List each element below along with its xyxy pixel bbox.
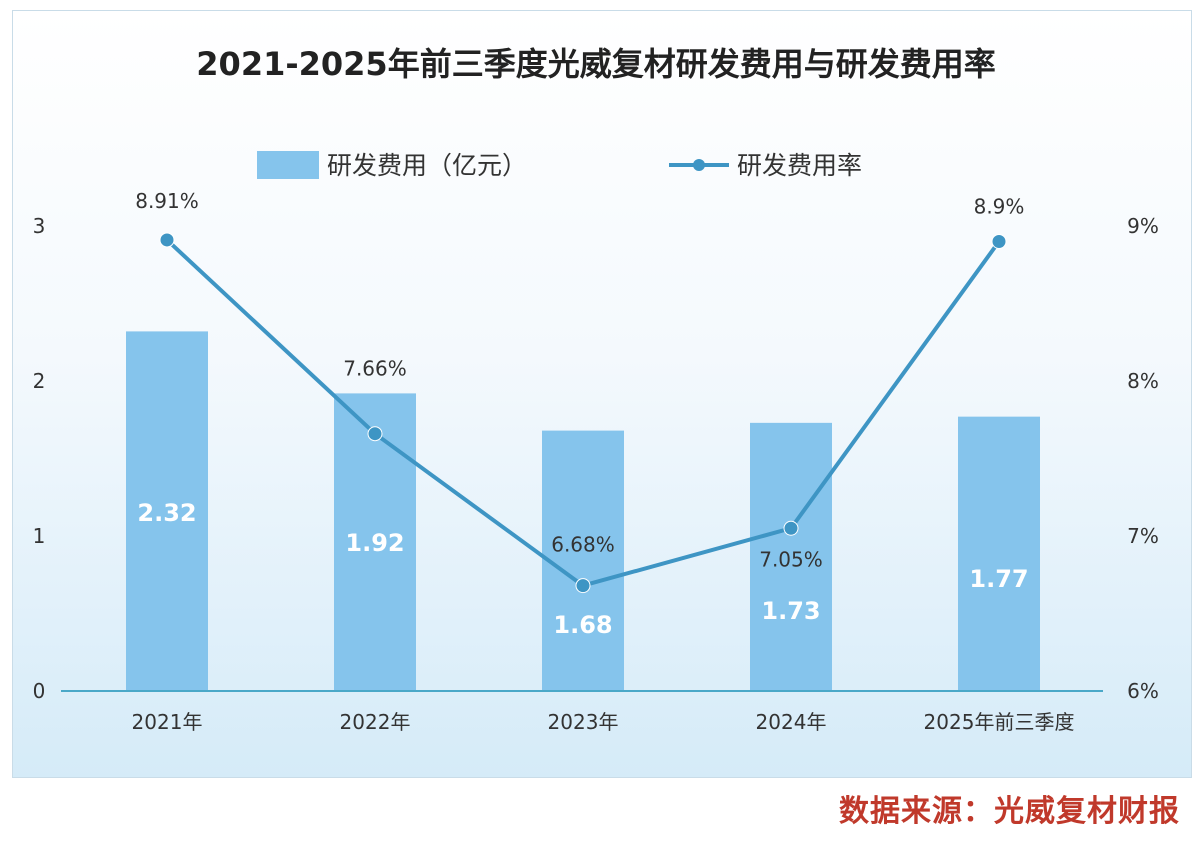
rate-line-series: 8.91% 7.66% 6.68% 7.05% 8.9% [135,189,1025,594]
rate-data-label: 6.68% [551,533,615,557]
chart-title: 2021-2025年前三季度光威复材研发费用与研发费用率 [196,45,995,83]
bar-data-label: 1.92 [345,529,404,557]
rate-point [783,520,799,536]
legend-bar-swatch [257,151,319,179]
right-axis-tick: 9% [1127,214,1159,238]
legend: 研发费用（亿元） 研发费用率 [257,151,862,180]
bar [126,331,208,691]
right-axis: 6% 7% 8% 9% [1127,214,1159,703]
legend-line-label: 研发费用率 [737,151,862,180]
source-note: 数据来源：光威复材财报 [839,794,1180,829]
left-axis-tick: 2 [33,369,46,393]
rate-point [367,426,383,442]
bar [542,430,624,691]
chart: 2021-2025年前三季度光威复材研发费用与研发费用率 研发费用（亿元） 研发… [33,45,1159,734]
rate-point [159,232,175,248]
rate-data-label: 8.91% [135,189,199,213]
rate-data-label: 7.66% [343,357,407,381]
left-axis: 0 1 2 3 [33,214,46,703]
rate-data-label: 7.05% [759,547,823,571]
right-axis-tick: 7% [1127,524,1159,548]
legend-line-marker [693,159,705,171]
bar-data-label: 1.68 [553,611,612,639]
bar-data-label: 2.32 [137,499,196,527]
rate-point [575,578,591,594]
x-axis: 2021年 2022年 2023年 2024年 2025年前三季度 [132,710,1075,734]
x-axis-tick: 2024年 [756,710,827,734]
x-axis-tick: 2021年 [132,710,203,734]
bar [334,393,416,691]
right-axis-tick: 8% [1127,369,1159,393]
rate-point [991,234,1007,249]
left-axis-tick: 0 [33,679,46,703]
left-axis-tick: 3 [33,214,46,238]
right-axis-tick: 6% [1127,679,1159,703]
rate-data-label: 8.9% [974,195,1025,219]
bar-series: 2.32 1.92 1.68 1.73 1.77 [126,331,1040,691]
legend-bar-label: 研发费用（亿元） [327,151,527,180]
bar [958,416,1040,691]
x-axis-tick: 2025年前三季度 [924,710,1075,734]
left-axis-tick: 1 [33,524,46,548]
bar-data-label: 1.77 [969,565,1028,593]
bar [750,422,832,691]
chart-card: 2021-2025年前三季度光威复材研发费用与研发费用率 研发费用（亿元） 研发… [12,10,1192,778]
bar-data-label: 1.73 [761,597,820,625]
x-axis-tick: 2023年 [548,710,619,734]
x-axis-tick: 2022年 [340,710,411,734]
